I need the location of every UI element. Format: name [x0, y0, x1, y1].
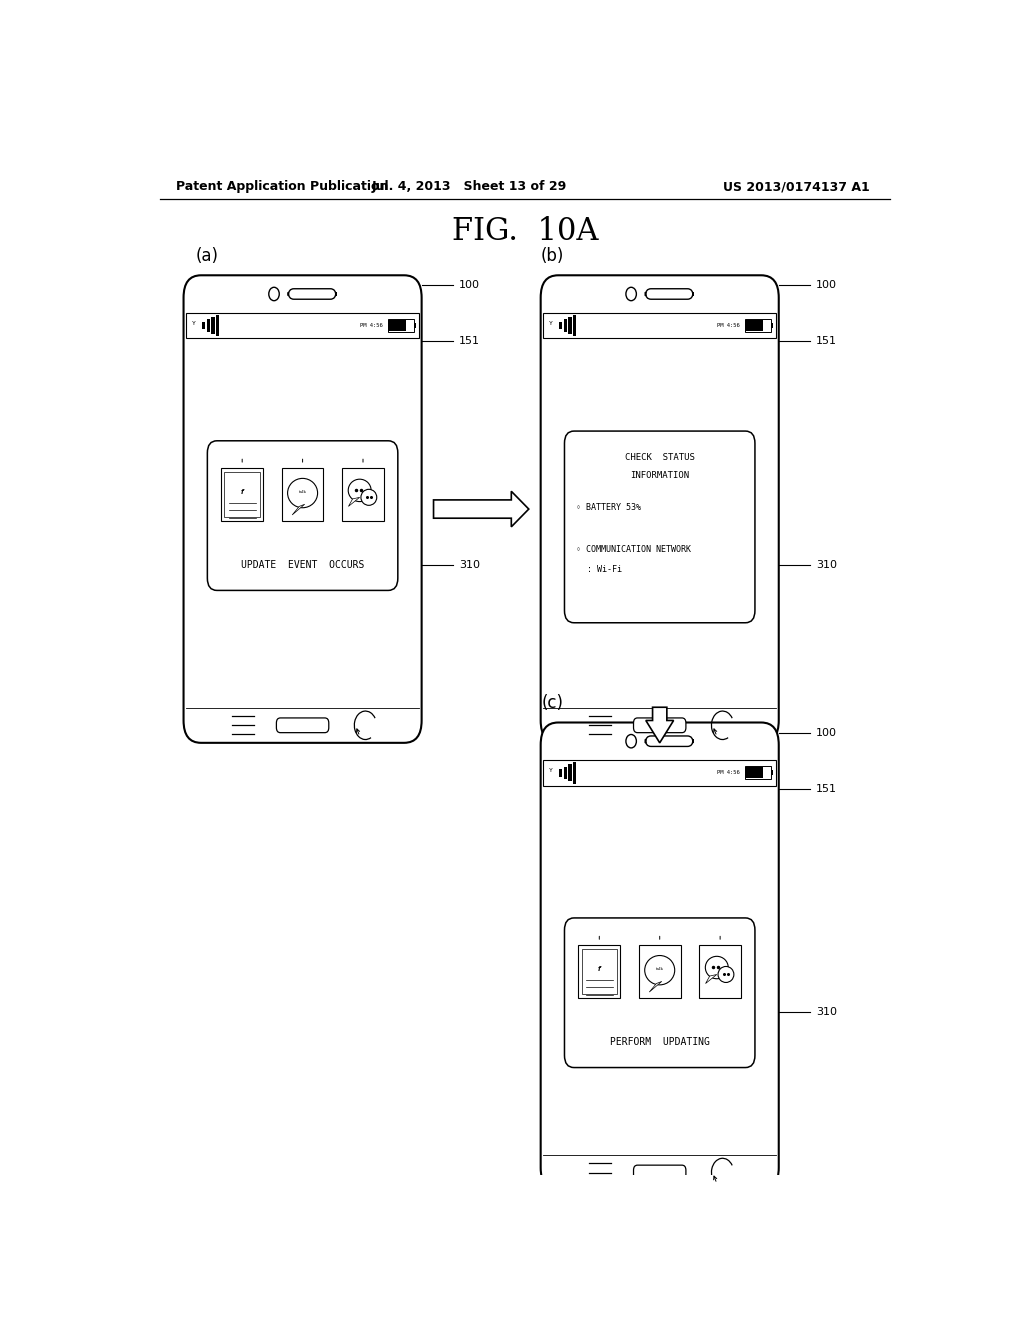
Bar [186, 313, 419, 338]
Bar [582, 949, 617, 994]
Text: 311: 311 [590, 919, 609, 928]
Ellipse shape [718, 966, 734, 982]
Text: : Wi-Fi: : Wi-Fi [588, 565, 623, 574]
Polygon shape [348, 498, 359, 507]
Bar [573, 762, 577, 784]
Bar [282, 469, 324, 521]
Bar [543, 313, 776, 338]
FancyBboxPatch shape [645, 737, 693, 746]
Polygon shape [292, 504, 305, 515]
Polygon shape [706, 974, 717, 983]
Bar [771, 770, 773, 775]
Bar [202, 322, 205, 330]
Bar [771, 323, 773, 329]
Ellipse shape [706, 956, 728, 978]
Polygon shape [649, 981, 662, 993]
Text: ◦ BATTERY 53%: ◦ BATTERY 53% [575, 503, 641, 512]
Bar [563, 767, 567, 779]
FancyBboxPatch shape [276, 718, 329, 733]
Bar [559, 770, 562, 776]
Text: f: f [241, 488, 244, 495]
Text: 151: 151 [459, 337, 480, 346]
Bar [744, 319, 771, 333]
Ellipse shape [360, 490, 377, 506]
Text: Patent Application Publication: Patent Application Publication [176, 181, 388, 193]
FancyBboxPatch shape [634, 1166, 686, 1180]
Text: ◦ COMMUNICATION NETWORK: ◦ COMMUNICATION NETWORK [575, 545, 691, 554]
FancyArrow shape [646, 708, 674, 743]
Text: INFORMATION: INFORMATION [630, 471, 689, 480]
Text: 310: 310 [459, 560, 480, 570]
Text: 100: 100 [816, 280, 837, 290]
Bar [573, 314, 577, 337]
Text: talk: talk [299, 490, 306, 494]
Text: PM 4:56: PM 4:56 [717, 771, 740, 775]
Ellipse shape [288, 478, 317, 508]
Text: 100: 100 [816, 727, 837, 738]
Text: 311: 311 [232, 441, 252, 451]
Text: 313: 313 [353, 441, 373, 451]
FancyBboxPatch shape [183, 276, 422, 743]
Ellipse shape [348, 479, 371, 502]
Bar [543, 760, 776, 785]
Text: PERFORM  UPDATING: PERFORM UPDATING [609, 1038, 710, 1047]
Text: Jul. 4, 2013   Sheet 13 of 29: Jul. 4, 2013 Sheet 13 of 29 [372, 181, 567, 193]
Text: 310: 310 [816, 560, 837, 570]
Text: FIG.  10A: FIG. 10A [452, 216, 598, 247]
Text: (a): (a) [196, 247, 219, 265]
Bar [211, 317, 214, 334]
Text: Y: Y [549, 321, 553, 326]
Text: 151: 151 [816, 337, 837, 346]
Text: (b): (b) [541, 247, 564, 265]
FancyBboxPatch shape [541, 722, 779, 1191]
FancyBboxPatch shape [645, 289, 693, 300]
Text: CHECK  STATUS: CHECK STATUS [625, 453, 694, 462]
FancyBboxPatch shape [289, 289, 336, 300]
Bar [744, 766, 771, 779]
Text: talk: talk [655, 968, 664, 972]
Text: f: f [598, 966, 601, 972]
Text: 151: 151 [816, 784, 837, 793]
Text: (c): (c) [542, 694, 563, 713]
Text: 310: 310 [816, 1007, 837, 1018]
FancyBboxPatch shape [634, 718, 686, 733]
Bar [579, 945, 621, 998]
Bar [342, 469, 384, 521]
Text: Y: Y [549, 768, 553, 774]
Text: UPDATE  EVENT  OCCURS: UPDATE EVENT OCCURS [241, 560, 365, 570]
Text: 312: 312 [650, 919, 670, 928]
Text: PM 4:56: PM 4:56 [360, 323, 383, 329]
Text: US 2013/0174137 A1: US 2013/0174137 A1 [723, 181, 870, 193]
Bar [699, 945, 741, 998]
Bar [207, 319, 210, 331]
Bar [221, 469, 263, 521]
Bar [216, 314, 219, 337]
Bar [568, 317, 571, 334]
FancyBboxPatch shape [564, 917, 755, 1068]
Bar [745, 767, 764, 779]
Ellipse shape [645, 956, 675, 985]
Bar [387, 319, 414, 333]
Text: PM 4:56: PM 4:56 [717, 323, 740, 329]
Bar [563, 319, 567, 331]
Bar [745, 319, 764, 331]
FancyBboxPatch shape [207, 441, 397, 590]
Bar [388, 319, 407, 331]
Bar [414, 323, 416, 329]
Bar [559, 322, 562, 330]
Text: 313: 313 [711, 919, 730, 928]
Bar [568, 764, 571, 781]
FancyBboxPatch shape [541, 276, 779, 743]
Bar [639, 945, 681, 998]
FancyBboxPatch shape [564, 432, 755, 623]
Text: 100: 100 [459, 280, 480, 290]
Text: 312: 312 [293, 441, 312, 451]
Bar [224, 473, 260, 517]
FancyArrow shape [433, 491, 528, 527]
Text: Y: Y [191, 321, 196, 326]
